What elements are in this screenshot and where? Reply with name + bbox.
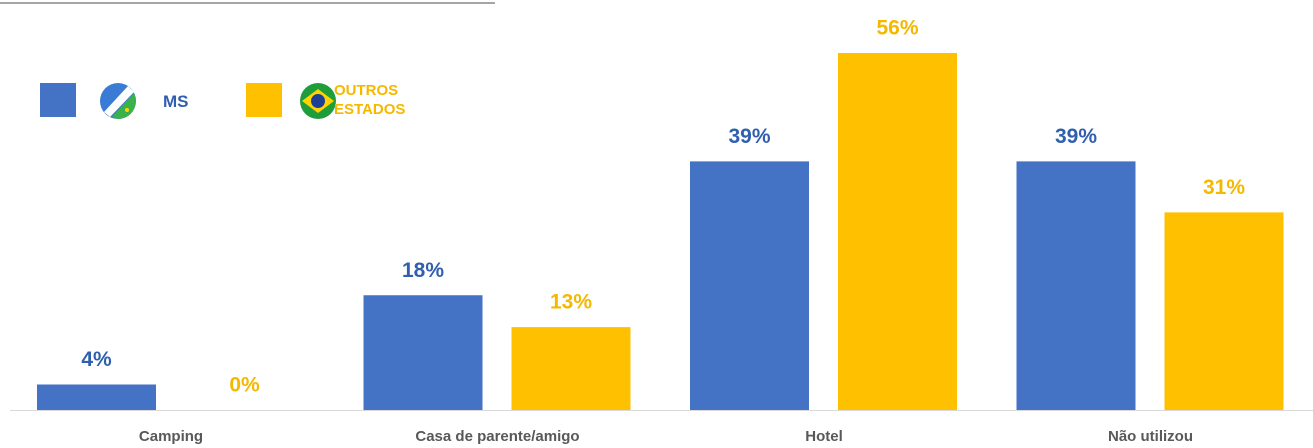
bar xyxy=(690,161,809,410)
bar xyxy=(37,384,156,410)
bar xyxy=(838,53,957,410)
legend-label: MS xyxy=(163,92,189,111)
bar xyxy=(511,327,631,410)
x-tick-label: Casa de parente/amigo xyxy=(415,428,579,445)
data-label: 39% xyxy=(728,125,770,148)
data-label: 56% xyxy=(876,17,918,40)
legend-label: OUTROS ESTADOS xyxy=(334,82,406,118)
data-label: 31% xyxy=(1203,176,1245,199)
legend-swatch xyxy=(40,83,76,117)
data-label: 0% xyxy=(229,374,260,397)
ms-icon xyxy=(100,83,136,119)
legend-swatch xyxy=(246,83,282,117)
data-label: 18% xyxy=(402,259,444,282)
bar xyxy=(1016,161,1136,410)
bar xyxy=(1164,212,1284,410)
bar xyxy=(363,295,483,410)
x-tick-label: Não utilizou xyxy=(1108,428,1193,445)
x-tick-label: Hotel xyxy=(805,428,843,445)
data-label: 13% xyxy=(550,291,592,314)
x-tick-label: Camping xyxy=(139,428,203,445)
data-label: 4% xyxy=(81,348,112,371)
brazil-icon xyxy=(300,83,336,119)
data-label: 39% xyxy=(1055,125,1097,148)
